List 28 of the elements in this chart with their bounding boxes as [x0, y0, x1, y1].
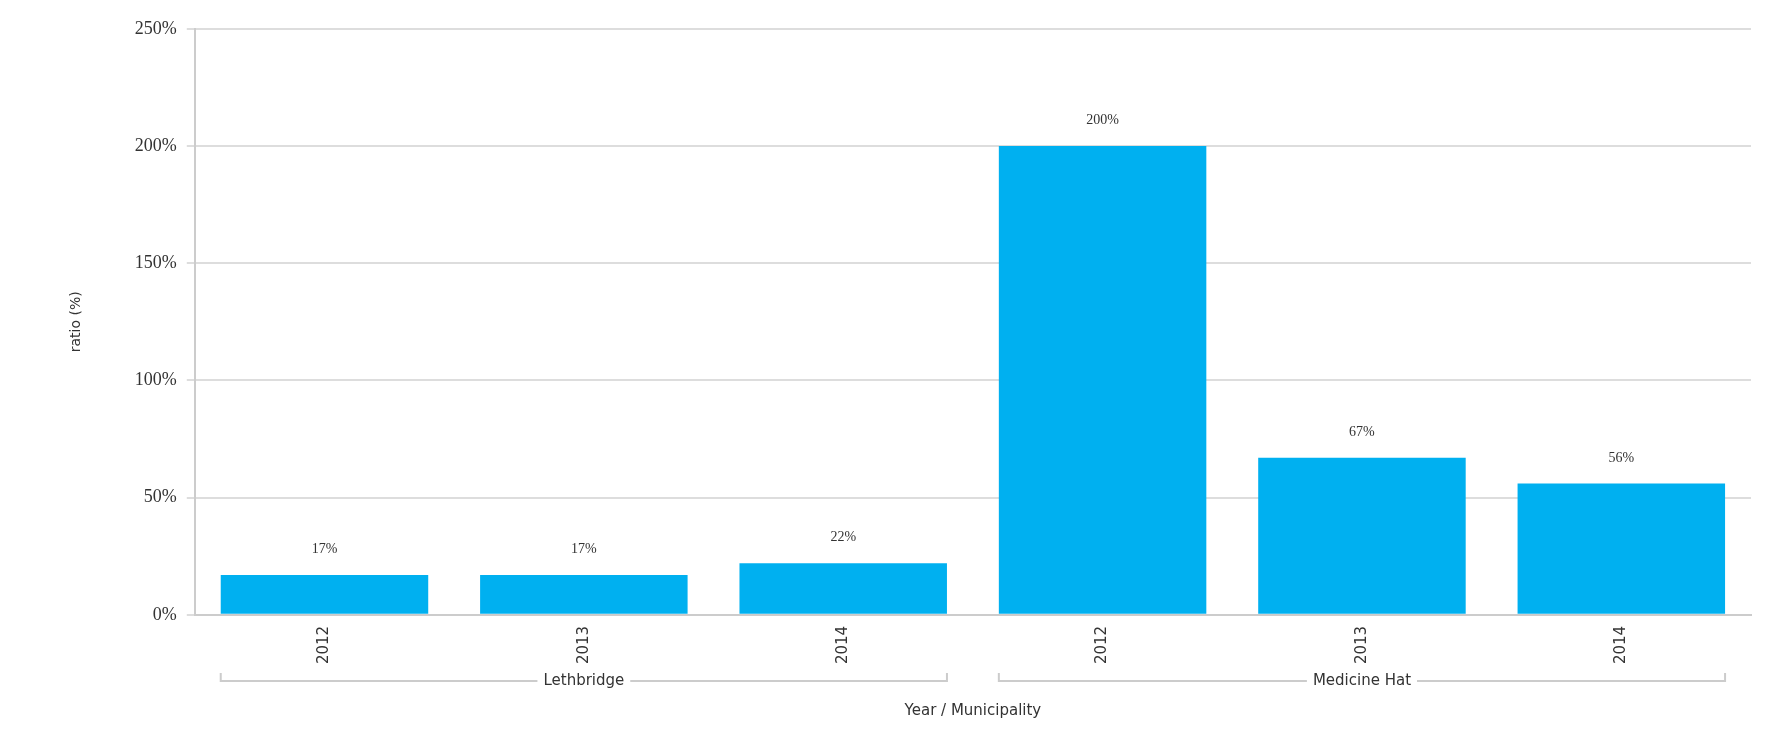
- data-label: 17%: [311, 540, 338, 556]
- x-tick-label: 2012: [1092, 625, 1111, 665]
- y-tick-label: 0%: [152, 603, 177, 624]
- x-tick-label: 2013: [573, 625, 592, 665]
- data-label: 22%: [830, 529, 857, 545]
- x-tick-label: 2013: [1351, 625, 1370, 665]
- y-axis-title: ratio (%): [67, 291, 84, 353]
- bar: [1258, 457, 1466, 614]
- data-label: 56%: [1608, 449, 1635, 465]
- y-tick-label: 100%: [134, 369, 177, 390]
- bar: [998, 146, 1207, 614]
- data-label: 67%: [1349, 423, 1376, 439]
- bar: [739, 563, 947, 614]
- y-tick-label: 250%: [134, 17, 177, 38]
- bar: [1517, 483, 1726, 614]
- data-label: 17%: [571, 540, 598, 556]
- bar: [480, 574, 688, 614]
- x-tick-label: 2014: [1611, 625, 1630, 665]
- bar: [220, 574, 429, 614]
- data-label: 200%: [1086, 112, 1120, 128]
- text: Lethbridge: [543, 670, 625, 689]
- x-axis-title: Year / Municipality: [903, 700, 1042, 719]
- x-tick-label: 2012: [314, 625, 333, 665]
- y-tick-label: 50%: [143, 486, 177, 507]
- y-tick-label: 200%: [134, 134, 177, 155]
- y-tick-label: 150%: [134, 251, 177, 272]
- x-tick-label: 2014: [833, 625, 852, 665]
- text: Medicine Hat: [1312, 670, 1412, 689]
